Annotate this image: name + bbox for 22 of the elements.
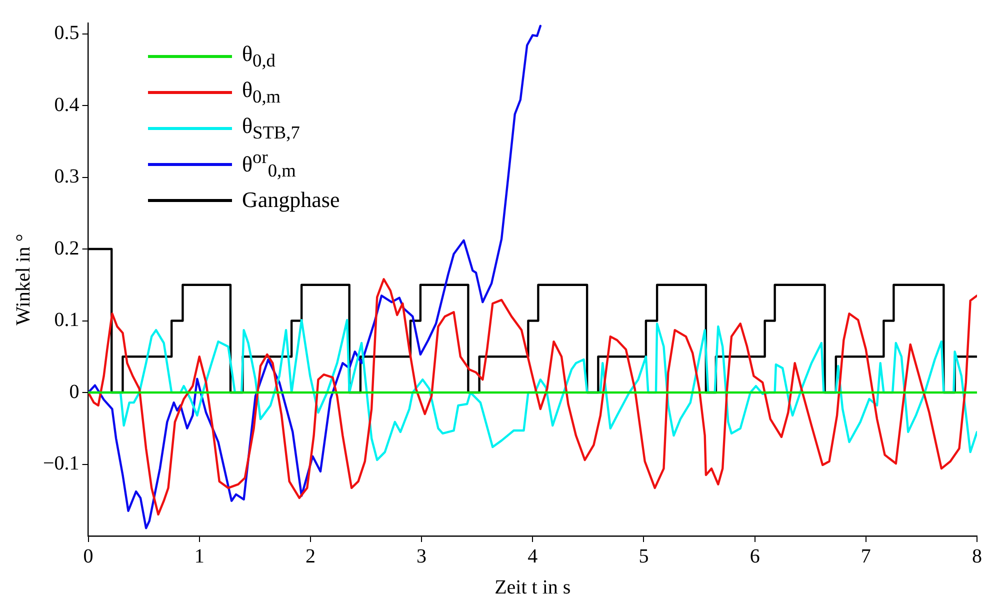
legend-label: θ$_{0,m}$ <box>242 76 281 108</box>
y-tick-label: 0.4 <box>54 94 80 116</box>
x-tick-label: 2 <box>305 545 316 568</box>
x-tick-label: 3 <box>416 545 427 568</box>
x-tick-label: 8 <box>972 545 982 568</box>
x-tick-label: 0 <box>83 545 94 568</box>
x-axis-title: Zeit t in s <box>494 576 571 598</box>
legend-label: θ$_{0,d}$ <box>242 40 276 72</box>
y-tick-label: −0.1 <box>43 452 80 474</box>
legend-label: Gangphase <box>242 187 340 213</box>
x-tick-label: 6 <box>750 545 760 568</box>
x-tick-label: 4 <box>528 545 538 568</box>
x-tick-label: 5 <box>638 545 649 568</box>
x-tick-label: 1 <box>194 545 204 568</box>
legend-label: θ$_{STB,7}$ <box>242 112 300 144</box>
y-tick-label: 0.3 <box>54 166 80 188</box>
y-tick-label: 0 <box>69 380 80 403</box>
y-tick-label: 0.5 <box>54 22 80 44</box>
x-tick-label: 7 <box>860 545 871 568</box>
y-tick-label: 0.1 <box>54 309 80 332</box>
y-tick-label: 0.2 <box>54 237 80 260</box>
y-axis-title: Winkel in ° <box>12 234 34 326</box>
